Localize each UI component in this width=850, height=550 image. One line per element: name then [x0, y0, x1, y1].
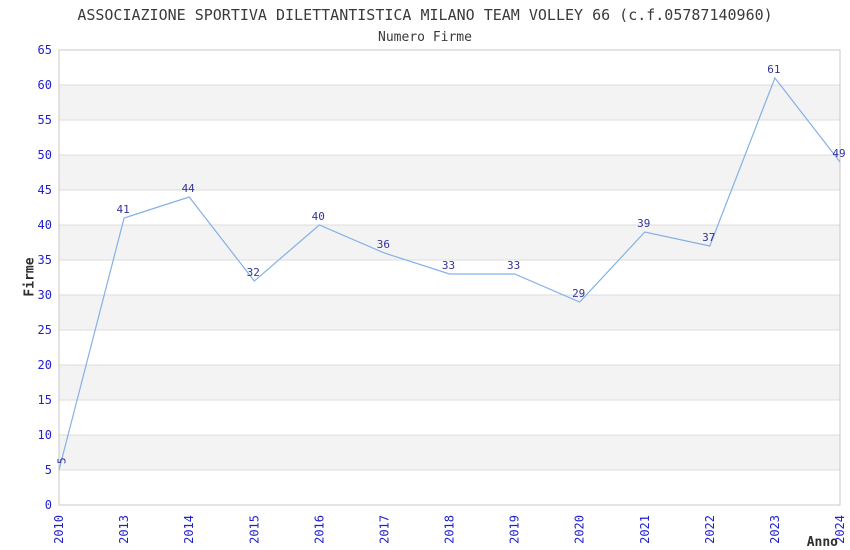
y-tick-label: 40 [38, 218, 52, 232]
data-point-label: 29 [572, 287, 585, 300]
y-tick-label: 25 [38, 323, 52, 337]
plot-border [58, 49, 841, 506]
data-point-label: 36 [377, 238, 390, 251]
y-tick-label: 10 [38, 428, 52, 442]
y-tick-label: 5 [45, 463, 52, 477]
data-point-label: 61 [767, 63, 780, 76]
x-tick-label: 2019 [508, 515, 522, 544]
chart-title: ASSOCIAZIONE SPORTIVA DILETTANTISTICA MI… [77, 6, 772, 24]
x-tick-label: 2023 [768, 515, 782, 544]
x-tick-label: 2015 [247, 515, 261, 544]
grid-band [59, 85, 840, 120]
grid-band [59, 295, 840, 330]
y-axis-tick-labels: 0 5 10 15 20 25 30 35 40 45 50 55 60 65 [38, 43, 52, 512]
data-point-label: 33 [507, 259, 520, 272]
data-point-label: 49 [832, 147, 845, 160]
x-tick-label: 2014 [182, 515, 196, 544]
x-tick-label: 2013 [117, 515, 131, 544]
x-tick-label: 2020 [573, 515, 587, 544]
data-point-labels: 5 41 44 32 40 36 33 33 29 39 37 61 49 [56, 63, 846, 464]
grid-bands [59, 85, 840, 470]
x-tick-label: 2022 [703, 515, 717, 544]
data-point-label: 39 [637, 217, 650, 230]
data-point-label: 40 [312, 210, 325, 223]
y-tick-label: 0 [45, 498, 52, 512]
y-tick-label: 65 [38, 43, 52, 57]
x-tick-label: 2018 [443, 515, 457, 544]
gridlines [59, 84, 840, 471]
y-tick-label: 30 [38, 288, 52, 302]
grid-band [59, 225, 840, 260]
data-point-label: 33 [442, 259, 455, 272]
grid-band [59, 365, 840, 400]
y-tick-label: 45 [38, 183, 52, 197]
data-point-label: 5 [56, 457, 69, 464]
data-point-label: 44 [182, 182, 196, 195]
x-axis-tick-labels: 2010 2013 2014 2015 2016 2017 2018 2019 2020 2021… [52, 515, 847, 544]
y-tick-label: 55 [38, 113, 52, 127]
x-axis-title: Anno [807, 535, 838, 550]
data-line [58, 76, 841, 471]
y-tick-label: 50 [38, 148, 52, 162]
grid-band [59, 155, 840, 190]
x-tick-label: 2010 [52, 515, 66, 544]
y-tick-label: 15 [38, 393, 52, 407]
x-tick-label: 2017 [377, 515, 391, 544]
y-tick-label: 20 [38, 358, 52, 372]
y-axis-title: Firme [23, 257, 38, 296]
x-tick-label: 2016 [312, 515, 326, 544]
data-point-label: 32 [247, 266, 260, 279]
chart-subtitle: Numero Firme [378, 30, 472, 45]
grid-band [59, 435, 840, 470]
data-point-label: 41 [116, 203, 129, 216]
y-tick-label: 35 [38, 253, 52, 267]
x-tick-label: 2024 [833, 515, 847, 544]
x-tick-label: 2021 [638, 515, 652, 544]
data-point-label: 37 [702, 231, 715, 244]
y-tick-label: 60 [38, 78, 52, 92]
